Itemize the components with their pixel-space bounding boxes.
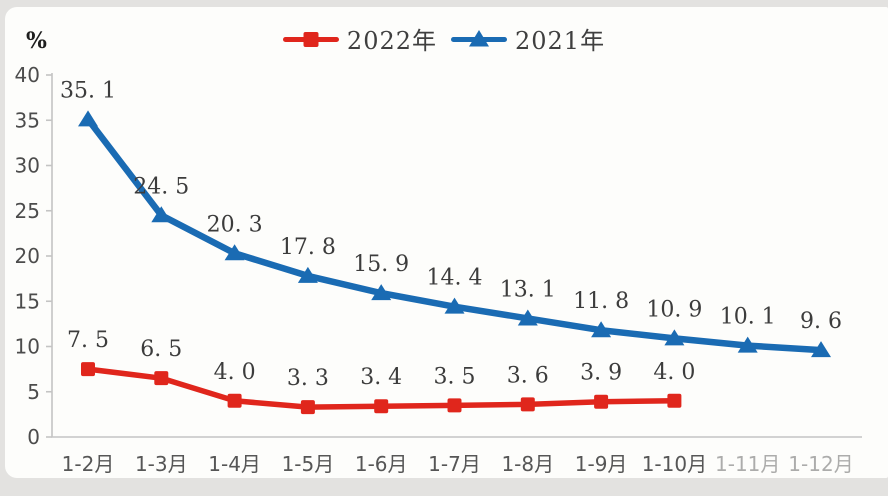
triangle-marker-icon: [591, 321, 612, 338]
data-point-label: 3. 3: [287, 366, 329, 391]
y-tick-label: 35: [15, 108, 40, 132]
data-point-label: 24. 5: [133, 174, 189, 199]
data-point-label: 3. 9: [580, 361, 622, 386]
triangle-marker-icon: [444, 297, 465, 314]
data-point-label: 3. 4: [360, 365, 402, 390]
y-axis-unit-label: %: [26, 28, 47, 54]
x-axis-label: 1-11月: [715, 452, 780, 476]
data-point-label: 20. 3: [207, 212, 263, 237]
triangle-marker-icon: [297, 266, 318, 283]
series-line-2021年: [84, 116, 825, 354]
data-point-label: 9. 6: [800, 309, 842, 334]
square-marker-icon: [300, 400, 315, 415]
square-marker-icon: [81, 362, 95, 377]
legend-triangle-marker-icon: [451, 29, 507, 46]
legend-item-2021[interactable]: 2021年: [451, 21, 605, 56]
data-point-label: 15. 9: [353, 252, 409, 277]
legend-label: 2021年: [515, 27, 606, 55]
data-point-label: 13. 1: [500, 277, 556, 302]
data-point-label: 4. 0: [214, 360, 256, 385]
chart-card-background: [5, 7, 888, 478]
data-point-label: 10. 9: [646, 297, 702, 322]
x-axis-label: 1-4月: [208, 452, 261, 476]
y-tick-label: 40: [15, 63, 40, 87]
x-axis-label: 1-5月: [282, 452, 335, 476]
y-tick-label: 5: [27, 380, 40, 404]
legend-item-2022[interactable]: 2022年: [282, 21, 437, 56]
data-point-label: 35. 1: [60, 78, 116, 103]
triangle-marker-icon: [151, 206, 172, 223]
triangle-marker-icon: [737, 336, 758, 353]
x-axis-label: 1-12月: [788, 452, 853, 476]
triangle-marker-icon: [664, 329, 685, 346]
y-tick-label: 15: [15, 289, 40, 313]
square-marker-icon: [447, 398, 462, 413]
square-marker-icon: [594, 394, 609, 409]
triangle-marker-icon: [811, 341, 831, 358]
data-point-label: 11. 8: [573, 289, 629, 314]
y-tick-label: 30: [15, 154, 40, 178]
x-axis-label: 1-9月: [575, 452, 628, 476]
y-tick-label: 10: [15, 335, 40, 359]
y-tick-label: 25: [15, 199, 40, 223]
data-point-label: 17. 8: [280, 235, 336, 260]
square-marker-icon: [520, 397, 535, 412]
data-point-label: 3. 6: [507, 363, 549, 388]
y-tick-label: 0: [27, 425, 40, 449]
legend-label: 2022年: [346, 27, 437, 55]
triangle-marker-icon: [371, 284, 392, 301]
x-axis-label: 1-3月: [135, 452, 188, 476]
data-point-label: 7. 5: [67, 328, 109, 353]
legend-square-marker-icon: [282, 31, 339, 47]
square-marker-icon: [374, 399, 389, 414]
data-point-label: 10. 1: [720, 305, 776, 330]
data-point-label: 3. 5: [434, 364, 476, 389]
x-axis-label: 1-6月: [355, 452, 408, 476]
triangle-marker-icon: [78, 110, 98, 127]
square-marker-icon: [154, 371, 169, 386]
chart-legend: 2022年 2021年: [0, 21, 888, 56]
data-point-label: 14. 4: [427, 266, 483, 291]
x-axis-label: 1-7月: [428, 452, 481, 476]
x-axis-label: 1-2月: [62, 452, 115, 476]
triangle-marker-icon: [224, 244, 245, 261]
square-marker-icon: [227, 393, 242, 408]
triangle-marker-icon: [517, 309, 538, 326]
y-tick-label: 20: [15, 244, 40, 268]
data-point-label: 4. 0: [653, 360, 695, 385]
x-axis-label: 1-10月: [642, 452, 707, 476]
square-marker-icon: [667, 393, 682, 408]
data-point-label: 6. 5: [140, 337, 182, 362]
x-axis-label: 1-8月: [501, 452, 554, 476]
